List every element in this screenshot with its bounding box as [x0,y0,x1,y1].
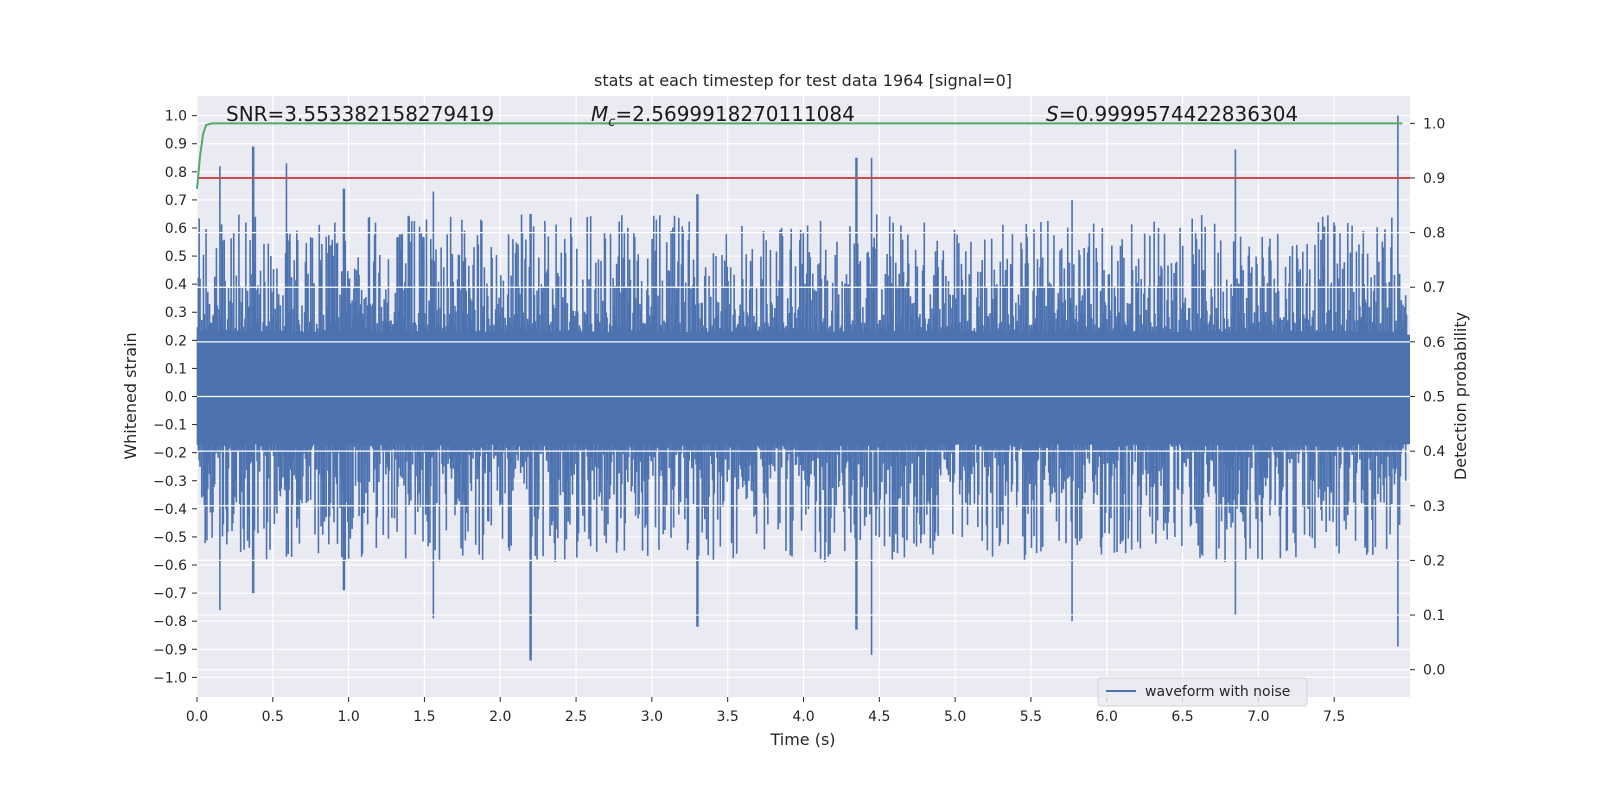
y-axis-left-ticks: 1.0 0.9 0.8 0.7 0.6 0.5 0.4 0.3 0.2 0.1 0.0 −0.1 −0.… [153,109,197,686]
x-tick-label: 2.0 [489,709,511,725]
y-right-tick-label: 0.3 [1423,499,1445,515]
y-right-tick-label: 0.7 [1423,280,1445,296]
chirp-mass-symbol: M [591,102,608,126]
x-tick-label: 5.0 [944,709,966,725]
y-left-tick-label: −0.8 [153,614,187,630]
y-right-tick-label: 0.1 [1423,608,1445,624]
x-tick-label: 6.5 [1171,709,1193,725]
x-tick-label: 4.0 [792,709,814,725]
y-right-tick-label: 0.4 [1423,444,1445,460]
x-axis-label: Time (s) [769,730,835,749]
x-axis-ticks: 0.0 0.5 1.0 1.5 2.0 2.5 3.0 3.5 4.0 4.5 5.0 5.5 6.0 6… [186,697,1345,725]
y-right-tick-label: 0.5 [1423,390,1445,406]
y-left-tick-label: 1.0 [165,109,187,125]
x-tick-label: 5.5 [1020,709,1042,725]
y-left-tick-label: −0.3 [153,474,187,490]
legend-label: waveform with noise [1145,684,1290,700]
probability-lines [196,122,1410,189]
y-right-tick-label: 0.0 [1423,663,1445,679]
x-tick-label: 0.5 [262,709,284,725]
x-tick-label: 1.0 [337,709,359,725]
y-left-tick-label: −0.7 [153,586,187,602]
y-axis-right-ticks: 1.0 0.9 0.8 0.7 0.6 0.5 0.4 0.3 0.2 0.1 0.0 [1410,116,1445,679]
y-left-tick-label: 0.0 [165,390,187,406]
y-axis-right-label: Detection probability [1451,312,1470,480]
x-tick-label: 3.5 [717,709,739,725]
y-left-tick-label: 0.4 [165,277,187,293]
y-left-tick-label: −0.2 [153,446,187,462]
chirp-mass-value: =2.5699918270111084 [615,102,854,126]
y-left-tick-label: −0.1 [153,418,187,434]
x-tick-label: 3.0 [641,709,663,725]
y-left-tick-label: 0.5 [165,249,187,265]
y-right-tick-label: 0.6 [1423,335,1445,351]
y-left-tick-label: 0.3 [165,305,187,321]
snr-annotation: SNR=3.553382158279419 [226,102,494,126]
x-tick-label: 0.0 [186,709,208,725]
score-annotation: S=0.9999574422836304 [1046,102,1298,126]
legend: waveform with noise [1097,677,1308,707]
score-symbol: S [1046,102,1059,126]
chirp-mass-subscript: c [608,115,615,130]
y-left-tick-label: 0.1 [165,361,187,377]
x-tick-label: 7.5 [1323,709,1345,725]
y-right-tick-label: 1.0 [1423,116,1445,132]
x-tick-label: 6.0 [1096,709,1118,725]
y-right-tick-label: 0.9 [1423,171,1445,187]
y-left-tick-label: 0.7 [165,193,187,209]
chirp-mass-annotation: Mc=2.5699918270111084 [591,102,855,130]
y-left-tick-label: −0.4 [153,502,187,518]
legend-box [1097,677,1308,707]
y-left-tick-label: −0.6 [153,558,187,574]
chart-title: stats at each timestep for test data 196… [594,71,1012,90]
x-tick-label: 4.5 [868,709,890,725]
y-left-tick-label: 0.9 [165,137,187,153]
y-right-tick-label: 0.8 [1423,226,1445,242]
x-tick-label: 1.5 [413,709,435,725]
x-tick-label: 2.5 [565,709,587,725]
y-left-tick-label: 0.6 [165,221,187,237]
waveform-series [196,115,1410,661]
y-left-tick-label: 0.2 [165,333,187,349]
y-right-tick-label: 0.2 [1423,553,1445,569]
y-left-tick-label: −0.5 [153,530,187,546]
y-axis-left-label: Whitened strain [121,332,140,459]
score-value: =0.9999574422836304 [1059,102,1298,126]
waveform-core [197,334,1410,445]
probability-line [196,122,1403,189]
y-left-tick-label: 0.8 [165,165,187,181]
x-tick-label: 7.0 [1247,709,1269,725]
y-left-tick-label: −0.9 [153,642,187,658]
y-left-tick-label: −1.0 [153,670,187,686]
